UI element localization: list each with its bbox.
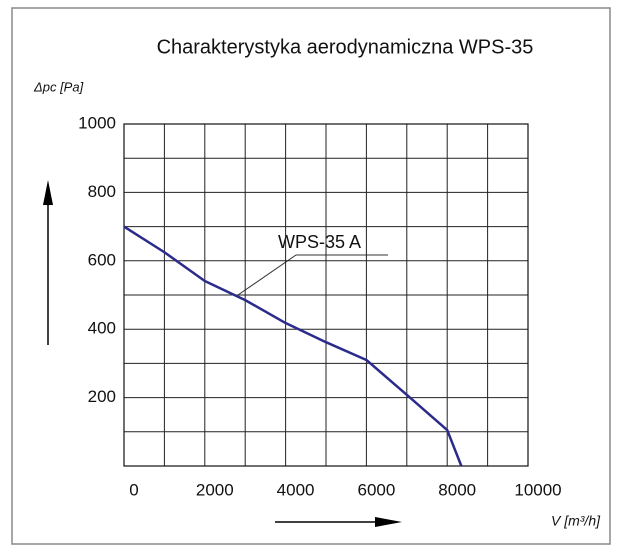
- y-arrow: [43, 180, 53, 345]
- y-tick-label: 800: [88, 182, 116, 201]
- y-tick-label: 600: [88, 250, 116, 269]
- plot-frame: [123, 123, 529, 467]
- x-tick-label: 6000: [357, 480, 395, 499]
- x-tick-label: 10000: [514, 480, 561, 499]
- y-tick-label: 1000: [78, 113, 116, 132]
- x-arrow: [275, 517, 402, 527]
- chart-title: Charakterystyka aerodynamiczna WPS-35: [157, 36, 534, 58]
- x-tick-label: 8000: [438, 480, 476, 499]
- y-tick-label: 400: [88, 319, 116, 338]
- x-axis-label: V [m³/h]: [551, 513, 601, 529]
- curve: [123, 225, 463, 467]
- y-axis-label: Δpc [Pa]: [33, 79, 84, 94]
- x-tick-label: 0: [129, 480, 138, 499]
- annotation-leader: [237, 254, 388, 296]
- y-tick-label: 200: [88, 387, 116, 406]
- x-tick-label: 4000: [277, 480, 315, 499]
- annotation: WPS-35 A: [278, 232, 361, 252]
- x-tick-label: 2000: [196, 480, 234, 499]
- frame: [11, 7, 611, 545]
